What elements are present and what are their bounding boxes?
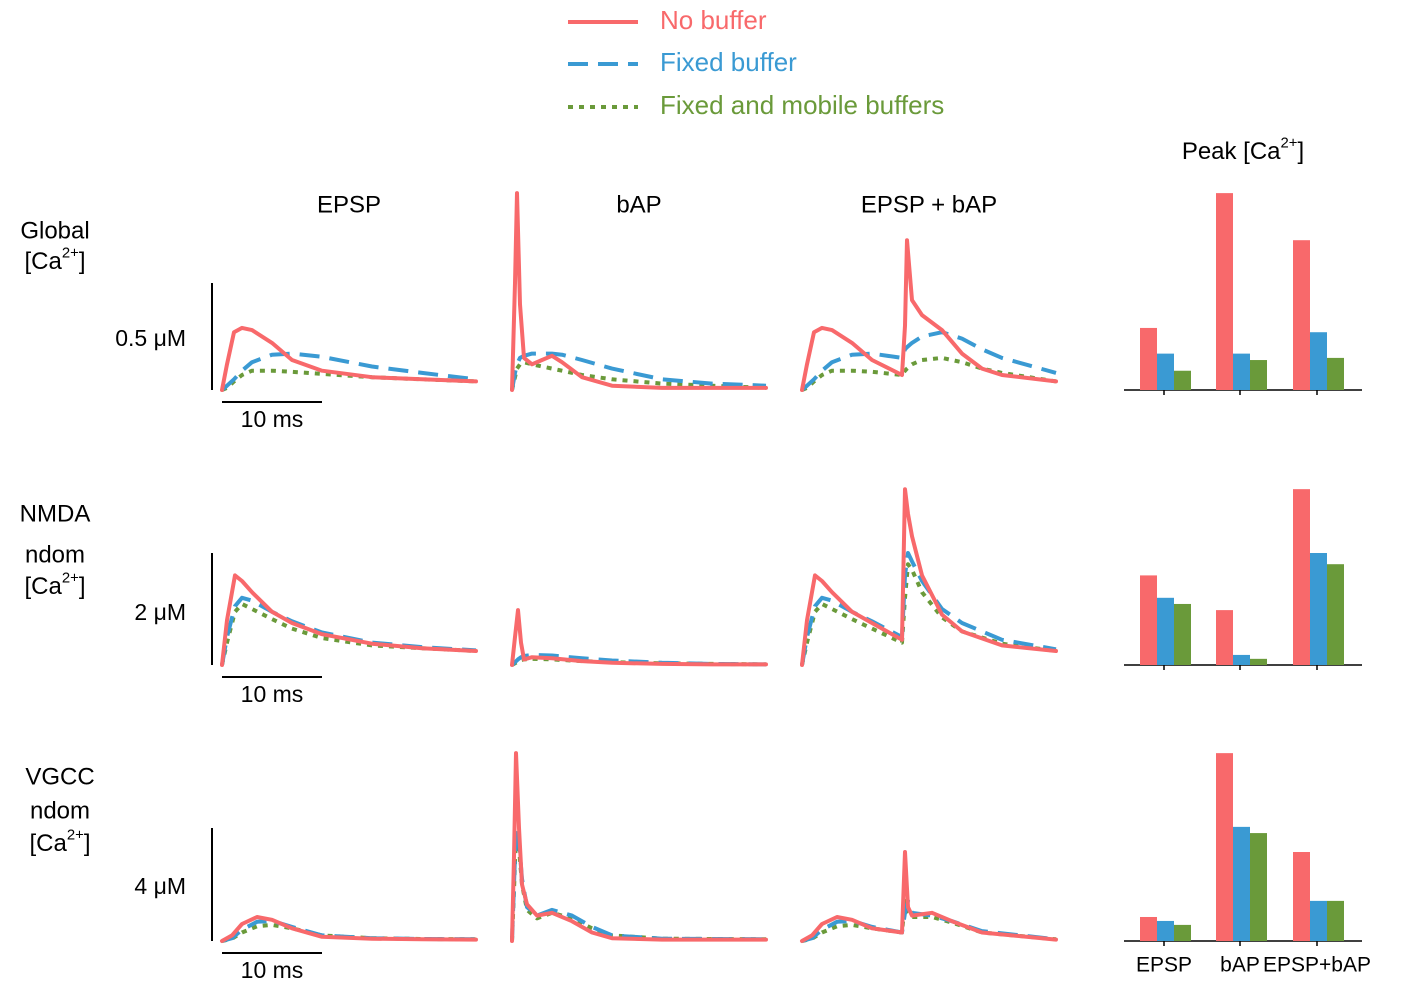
bar xyxy=(1310,553,1327,665)
column-title: bAP xyxy=(616,191,661,218)
bar xyxy=(1157,920,1174,941)
row-ca-label-post: ] xyxy=(84,830,91,857)
peak-title: Peak [Ca2+] xyxy=(1182,135,1304,165)
bar xyxy=(1216,610,1233,665)
column-title: EPSP xyxy=(317,191,381,218)
peak-title-pre: Peak [Ca xyxy=(1182,138,1281,165)
bar xyxy=(1327,564,1344,665)
bar xyxy=(1174,370,1191,390)
row-ca-label-sup: 2+ xyxy=(62,570,79,586)
trace xyxy=(220,351,477,392)
bar xyxy=(1174,924,1191,941)
row-ca-label-sup: 2+ xyxy=(62,245,79,261)
bar-category: EPSP xyxy=(1136,954,1192,977)
bar xyxy=(1250,658,1267,665)
row-ca-label: [Ca2+] xyxy=(25,245,86,275)
bar xyxy=(1310,900,1327,941)
trace xyxy=(510,191,768,392)
row-label: ndom xyxy=(25,541,85,568)
bar xyxy=(1216,753,1233,941)
trace xyxy=(220,595,477,666)
row-ca-label: [Ca2+] xyxy=(30,827,91,857)
row-ca-label-pre: [Ca xyxy=(30,830,68,857)
trace xyxy=(800,238,1058,392)
column-title: EPSP + bAP xyxy=(861,191,997,218)
bar xyxy=(1233,826,1250,941)
legend-label: Fixed buffer xyxy=(660,47,797,77)
bar xyxy=(1327,357,1344,390)
scale-label-x: 10 ms xyxy=(241,681,304,707)
scale-label-y: 0.5 μM xyxy=(115,325,186,351)
bar xyxy=(1140,916,1157,941)
trace xyxy=(800,562,1057,666)
bar xyxy=(1293,489,1310,665)
row-ca-label-pre: [Ca xyxy=(25,248,63,275)
row-label: ndom xyxy=(30,797,90,824)
peak-title-post: ] xyxy=(1298,138,1305,165)
bar xyxy=(1216,193,1233,390)
row-ca-label-post: ] xyxy=(79,248,86,275)
trace xyxy=(510,351,767,391)
row-ca-label-post: ] xyxy=(79,573,86,600)
bar xyxy=(1250,833,1267,941)
row-ca-label-pre: [Ca xyxy=(25,573,63,600)
bar xyxy=(1174,603,1191,665)
row-label: Global xyxy=(20,217,89,244)
trace xyxy=(800,850,1058,943)
scale-label-y: 4 μM xyxy=(134,873,186,899)
trace xyxy=(510,824,767,942)
bar xyxy=(1233,353,1250,390)
bar xyxy=(1157,353,1174,390)
row-label: VGCC xyxy=(25,763,94,790)
row-label: NMDA xyxy=(20,500,91,527)
bar xyxy=(1310,332,1327,390)
peak-title-sup: 2+ xyxy=(1281,135,1298,151)
trace xyxy=(801,355,1057,392)
scale-label-x: 10 ms xyxy=(241,406,304,432)
bar xyxy=(1327,900,1344,941)
trace xyxy=(220,325,478,392)
row-ca-label: [Ca2+] xyxy=(25,570,86,600)
bar xyxy=(1140,327,1157,390)
scale-label-y: 2 μM xyxy=(134,599,186,625)
trace xyxy=(510,831,767,942)
bar xyxy=(1250,360,1267,390)
trace xyxy=(220,915,478,943)
trace xyxy=(510,751,768,943)
trace xyxy=(510,608,768,667)
bar xyxy=(1293,240,1310,390)
trace xyxy=(510,360,767,391)
bar-category: EPSP+bAP xyxy=(1263,954,1371,977)
bar xyxy=(1157,597,1174,665)
legend-label: Fixed and mobile buffers xyxy=(660,90,944,120)
bar xyxy=(1140,575,1157,665)
bar xyxy=(1233,654,1250,665)
trace xyxy=(220,602,477,666)
trace xyxy=(220,573,478,667)
row-ca-label-sup: 2+ xyxy=(67,827,84,843)
trace xyxy=(800,487,1058,667)
bar-category: bAP xyxy=(1220,954,1260,977)
legend-label: No buffer xyxy=(660,5,767,35)
bar xyxy=(1293,852,1310,941)
trace xyxy=(800,330,1057,392)
scale-label-x: 10 ms xyxy=(241,957,304,983)
